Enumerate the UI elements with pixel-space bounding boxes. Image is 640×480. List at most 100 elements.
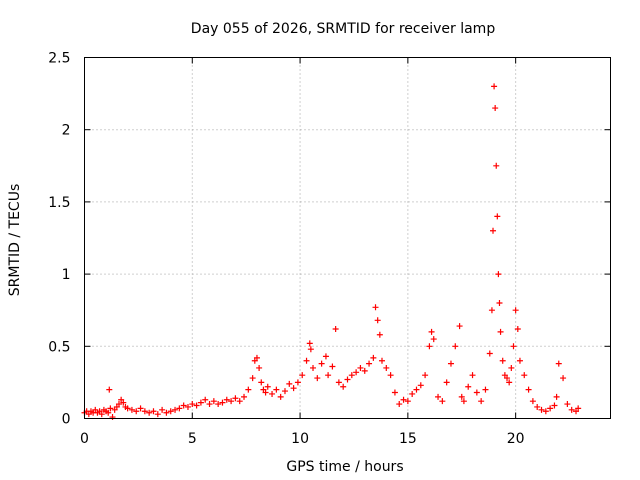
data-point	[482, 386, 489, 393]
data-point	[106, 386, 113, 393]
data-point	[150, 408, 157, 415]
data-point	[506, 379, 513, 386]
data-point	[325, 372, 332, 379]
data-point	[404, 398, 411, 405]
data-point	[447, 360, 454, 367]
data-point	[141, 408, 148, 415]
data-point	[378, 357, 385, 364]
data-point	[490, 227, 497, 234]
data-point	[400, 396, 407, 403]
data-point	[163, 409, 170, 416]
data-point	[98, 411, 105, 418]
data-point	[306, 340, 313, 347]
data-point	[488, 307, 495, 314]
data-point	[413, 386, 420, 393]
data-point	[176, 405, 183, 412]
y-axis-label: SRMTID / TECUs	[7, 184, 23, 297]
data-point	[340, 383, 347, 390]
data-point	[344, 376, 351, 383]
data-point	[241, 393, 248, 400]
data-point	[210, 398, 217, 405]
data-point	[426, 343, 433, 350]
data-point	[417, 382, 424, 389]
data-point	[299, 372, 306, 379]
y-axis-ticks: 0 0.5 1 1.5 2 2.5	[48, 51, 611, 428]
data-point	[547, 405, 554, 412]
data-point	[335, 379, 342, 386]
data-point	[396, 401, 403, 408]
data-point	[258, 379, 265, 386]
data-point	[564, 401, 571, 408]
data-point	[202, 396, 209, 403]
data-point	[120, 399, 127, 406]
data-point	[560, 375, 567, 382]
data-point	[516, 357, 523, 364]
data-point	[167, 408, 174, 415]
data-point	[115, 401, 122, 408]
data-point	[372, 304, 379, 311]
data-point	[494, 213, 501, 220]
data-point	[286, 380, 293, 387]
data-point	[361, 367, 368, 374]
data-point	[303, 357, 310, 364]
data-point	[215, 401, 222, 408]
x-tick-label: 15	[399, 431, 417, 447]
data-point	[332, 325, 339, 332]
data-point	[478, 398, 485, 405]
data-point	[322, 353, 329, 360]
data-point	[228, 398, 235, 405]
data-point	[236, 398, 243, 405]
data-point	[525, 386, 532, 393]
data-point	[124, 405, 131, 412]
data-point	[568, 406, 575, 413]
data-point	[529, 398, 536, 405]
data-point	[172, 406, 179, 413]
data-point	[486, 350, 493, 357]
data-point	[314, 375, 321, 382]
data-point	[575, 405, 582, 412]
data-point	[456, 323, 463, 330]
data-point	[184, 403, 191, 410]
data-points	[81, 83, 582, 421]
data-point	[353, 369, 360, 376]
data-point	[465, 383, 472, 390]
y-tick-label: 2	[62, 123, 71, 139]
data-point	[534, 403, 541, 410]
data-point	[223, 396, 230, 403]
chart-title: Day 055 of 2026, SRMTID for receiver lam…	[191, 21, 496, 37]
data-point	[281, 388, 288, 395]
data-point	[154, 411, 161, 418]
data-point	[553, 393, 560, 400]
data-point	[443, 379, 450, 386]
data-point	[256, 364, 263, 371]
data-point	[310, 364, 317, 371]
data-point	[374, 317, 381, 324]
data-point	[277, 393, 284, 400]
data-point	[159, 406, 166, 413]
data-point	[508, 364, 515, 371]
data-point	[329, 363, 336, 370]
data-point	[521, 372, 528, 379]
data-point	[348, 372, 355, 379]
data-point	[460, 398, 467, 405]
data-point	[219, 399, 226, 406]
y-tick-label: 1	[62, 267, 71, 283]
x-tick-label: 10	[291, 431, 309, 447]
data-point	[473, 389, 480, 396]
data-point	[253, 354, 260, 361]
data-point	[128, 406, 135, 413]
data-point	[262, 389, 269, 396]
data-point	[193, 402, 200, 409]
data-point	[499, 357, 506, 364]
data-point	[452, 343, 459, 350]
data-point	[538, 406, 545, 413]
data-point	[435, 393, 442, 400]
data-point	[245, 386, 252, 393]
data-point	[430, 336, 437, 343]
x-tick-label: 20	[507, 431, 525, 447]
data-point	[133, 408, 140, 415]
data-point	[469, 372, 476, 379]
data-point	[189, 401, 196, 408]
data-point	[391, 389, 398, 396]
